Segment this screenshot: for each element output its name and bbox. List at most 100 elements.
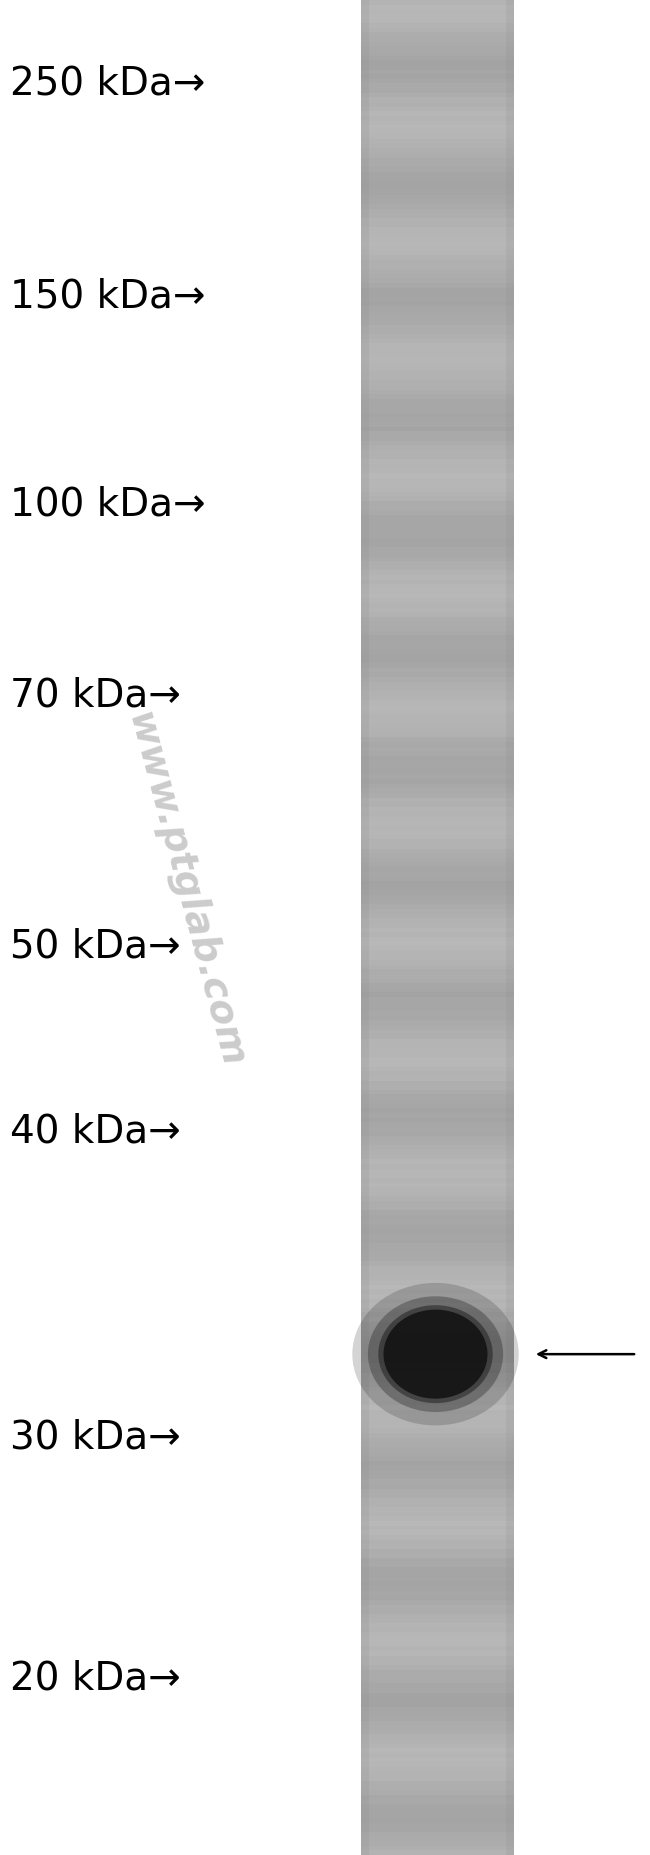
- Bar: [361, 1336, 514, 1341]
- Bar: [361, 176, 514, 182]
- Bar: [361, 1258, 514, 1263]
- Bar: [361, 1799, 514, 1805]
- Bar: [361, 569, 514, 577]
- Bar: [361, 1183, 514, 1189]
- Bar: [361, 445, 514, 451]
- Bar: [361, 1684, 514, 1690]
- Bar: [361, 603, 514, 608]
- Bar: [361, 608, 514, 614]
- Bar: [361, 868, 514, 874]
- Bar: [361, 1165, 514, 1171]
- Bar: [361, 1178, 514, 1183]
- Text: 30 kDa→: 30 kDa→: [10, 1419, 181, 1456]
- Bar: [361, 538, 514, 544]
- Bar: [361, 1438, 514, 1443]
- Bar: [361, 226, 514, 234]
- Bar: [361, 853, 514, 859]
- Bar: [361, 208, 514, 215]
- Bar: [361, 198, 514, 206]
- Bar: [361, 41, 514, 48]
- Bar: [361, 1169, 514, 1176]
- Bar: [361, 1215, 514, 1221]
- Bar: [361, 486, 514, 493]
- Bar: [361, 801, 514, 809]
- Bar: [361, 1851, 514, 1855]
- Bar: [361, 1610, 514, 1616]
- Bar: [361, 115, 514, 122]
- Text: 50 kDa→: 50 kDa→: [10, 928, 181, 965]
- Bar: [361, 1265, 514, 1273]
- Bar: [361, 421, 514, 429]
- Bar: [361, 9, 514, 15]
- Bar: [361, 297, 514, 302]
- Bar: [361, 306, 514, 312]
- Bar: [361, 301, 514, 308]
- Bar: [361, 334, 514, 341]
- Bar: [361, 1122, 514, 1128]
- Bar: [361, 1803, 514, 1810]
- Bar: [361, 1729, 514, 1736]
- Bar: [361, 761, 514, 768]
- Bar: [361, 940, 514, 948]
- Bar: [361, 510, 514, 516]
- Text: 40 kDa→: 40 kDa→: [10, 1113, 181, 1150]
- Text: 20 kDa→: 20 kDa→: [10, 1660, 181, 1697]
- Bar: [361, 1159, 514, 1165]
- Bar: [361, 1586, 514, 1592]
- Bar: [361, 102, 514, 108]
- Bar: [361, 1401, 514, 1406]
- Ellipse shape: [352, 1284, 519, 1425]
- Bar: [361, 913, 514, 920]
- Bar: [361, 1321, 514, 1328]
- Bar: [361, 1187, 514, 1195]
- Bar: [361, 835, 514, 840]
- Bar: [361, 1475, 514, 1480]
- Bar: [361, 672, 514, 679]
- Bar: [361, 1443, 514, 1449]
- Bar: [361, 885, 514, 892]
- Bar: [361, 1707, 514, 1714]
- Bar: [361, 467, 514, 475]
- Bar: [361, 727, 514, 735]
- Bar: [361, 718, 514, 725]
- Text: 100 kDa→: 100 kDa→: [10, 486, 205, 523]
- Bar: [361, 1363, 514, 1369]
- Bar: [361, 903, 514, 911]
- Bar: [361, 1011, 514, 1017]
- Bar: [361, 362, 514, 367]
- Bar: [361, 473, 514, 480]
- Bar: [361, 1391, 514, 1399]
- Bar: [361, 1005, 514, 1013]
- Bar: [361, 1284, 514, 1291]
- Bar: [361, 931, 514, 939]
- Bar: [361, 78, 514, 85]
- Bar: [361, 59, 514, 67]
- Bar: [361, 1488, 514, 1495]
- Bar: [361, 779, 514, 785]
- Bar: [361, 0, 369, 1855]
- Bar: [361, 653, 514, 660]
- Bar: [361, 195, 514, 202]
- Bar: [361, 1725, 514, 1733]
- Bar: [361, 1697, 514, 1703]
- Bar: [361, 1030, 514, 1035]
- Bar: [361, 1605, 514, 1610]
- Bar: [361, 1530, 514, 1536]
- Bar: [361, 738, 514, 744]
- Bar: [361, 204, 514, 210]
- Bar: [361, 659, 514, 666]
- Bar: [361, 356, 514, 364]
- Bar: [361, 1666, 514, 1671]
- Bar: [361, 742, 514, 748]
- Bar: [361, 1554, 514, 1560]
- Bar: [361, 1054, 514, 1059]
- Bar: [361, 1382, 514, 1388]
- Bar: [361, 338, 514, 345]
- Bar: [361, 770, 514, 775]
- Bar: [361, 584, 514, 590]
- Bar: [361, 412, 514, 419]
- Bar: [361, 1076, 514, 1081]
- Bar: [361, 1317, 514, 1323]
- Bar: [361, 514, 514, 521]
- Ellipse shape: [368, 1297, 503, 1412]
